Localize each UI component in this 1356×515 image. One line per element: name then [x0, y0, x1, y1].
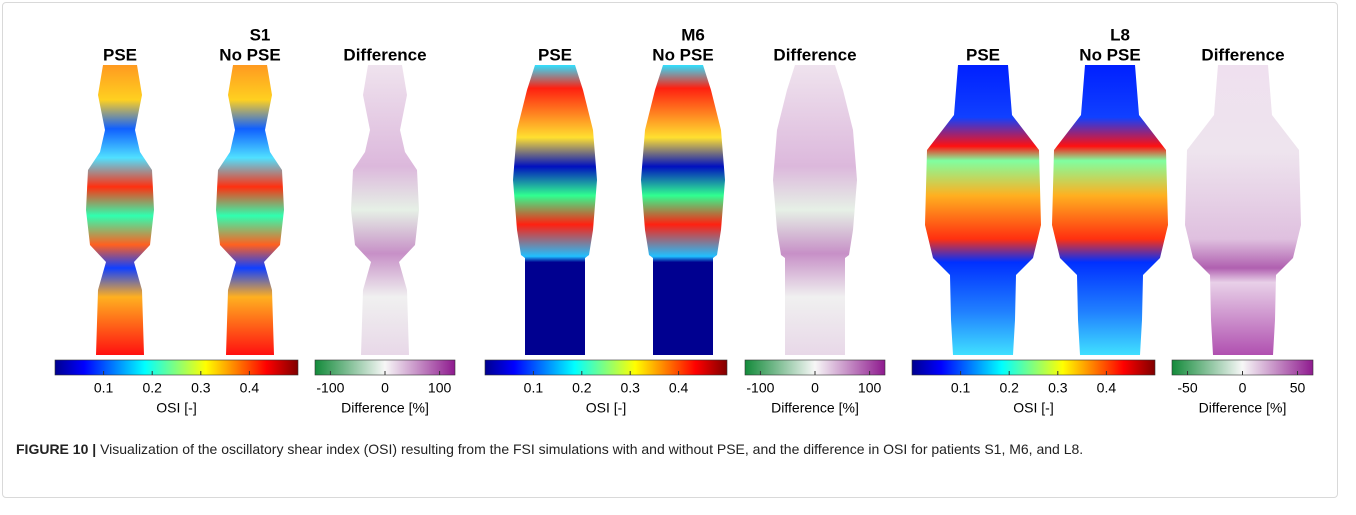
patient-label: L8: [1110, 25, 1130, 44]
vessel: [1185, 65, 1301, 355]
colorbar-tick-label: 0.3: [1048, 380, 1068, 396]
caption: FIGURE 10 | Visualization of the oscilla…: [16, 438, 1316, 460]
figure: S1 PSE No PSE Difference 0.1 0.2 0.3 0.4 OSI [-]…: [0, 0, 1356, 430]
column-header: PSE: [538, 45, 572, 64]
vessel: [513, 65, 597, 355]
vessel: [216, 65, 284, 355]
patient-label: M6: [681, 25, 705, 44]
colorbar-tick-label: 100: [428, 380, 452, 396]
colorbar: [912, 360, 1155, 375]
colorbar-tick-label: 0.1: [94, 380, 114, 396]
colorbar-label: Difference [%]: [341, 400, 429, 416]
colorbar-tick-label: 0.4: [669, 380, 689, 396]
column-header: PSE: [103, 45, 137, 64]
page-body: S1 PSE No PSE Difference 0.1 0.2 0.3 0.4 OSI [-]…: [0, 0, 1356, 515]
colorbar-tick-label: 0: [1239, 380, 1247, 396]
colorbar: [55, 360, 298, 375]
colorbar-label: OSI [-]: [1013, 400, 1053, 416]
colorbar-tick-label: 0.2: [572, 380, 592, 396]
column-header: Difference: [773, 45, 856, 64]
vessel: [641, 65, 725, 355]
colorbar: [485, 360, 727, 375]
colorbar-label: Difference [%]: [1199, 400, 1287, 416]
colorbar-tick-label: -100: [746, 380, 774, 396]
colorbar-tick-label: 0.2: [142, 380, 162, 396]
vessel: [351, 65, 419, 355]
column-header: PSE: [966, 45, 1000, 64]
page: {"panels": [ {"patient": "S1", "columns"…: [0, 0, 1356, 515]
patient-label: S1: [250, 25, 271, 44]
column-header: Difference: [343, 45, 426, 64]
colorbar-tick-label: 0.3: [191, 380, 211, 396]
column-header: Difference: [1201, 45, 1284, 64]
colorbar-tick-label: -100: [316, 380, 344, 396]
vessel: [86, 65, 154, 355]
colorbar-tick-label: 0.1: [951, 380, 971, 396]
colorbar-label: OSI [-]: [586, 400, 626, 416]
colorbar-tick-label: 100: [858, 380, 882, 396]
column-header: No PSE: [652, 45, 713, 64]
colorbar-tick-label: 0: [811, 380, 819, 396]
caption-label: FIGURE 10 |: [16, 441, 96, 457]
colorbar-tick-label: 0.4: [1097, 380, 1117, 396]
colorbar-label: OSI [-]: [156, 400, 196, 416]
colorbar-tick-label: 0: [381, 380, 389, 396]
colorbar-tick-label: 0.1: [524, 380, 544, 396]
vessel: [1052, 65, 1168, 355]
colorbar-tick-label: 0.3: [620, 380, 640, 396]
column-header: No PSE: [1079, 45, 1140, 64]
colorbar-tick-label: 50: [1290, 380, 1306, 396]
column-header: No PSE: [219, 45, 280, 64]
colorbar-tick-label: -50: [1177, 380, 1197, 396]
vessel: [925, 65, 1041, 355]
colorbar-tick-label: 0.2: [999, 380, 1019, 396]
colorbar-label: Difference [%]: [771, 400, 859, 416]
vessel: [773, 65, 857, 355]
caption-text: Visualization of the oscillatory shear i…: [100, 441, 1083, 457]
colorbar-tick-label: 0.4: [240, 380, 260, 396]
